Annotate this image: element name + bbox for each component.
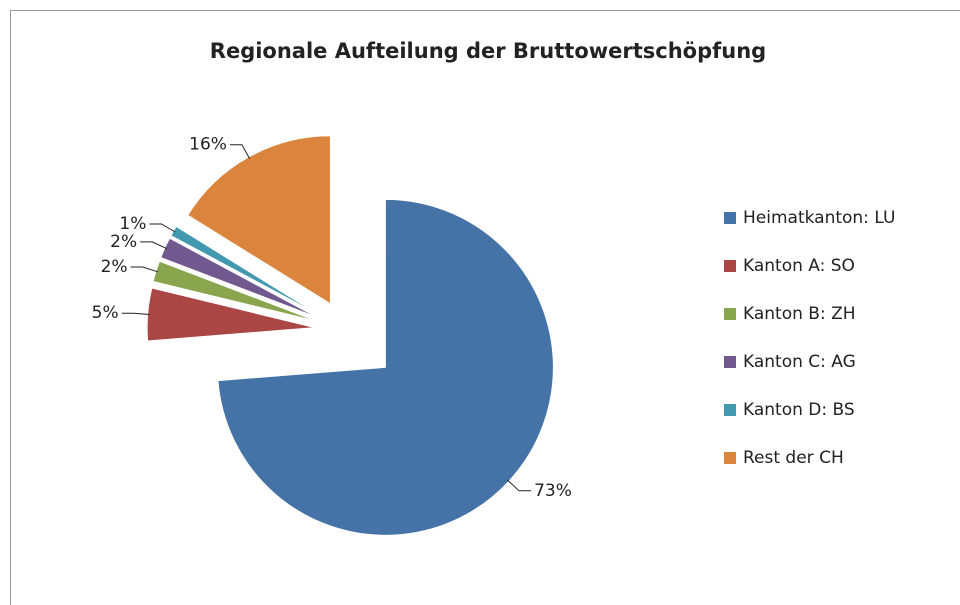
data-label: 1%: [119, 214, 146, 234]
legend-swatch: [724, 404, 736, 416]
legend-swatch: [724, 452, 736, 464]
data-label: 5%: [92, 303, 119, 323]
legend-label: Kanton C: AG: [743, 352, 856, 372]
legend-label: Kanton D: BS: [743, 400, 855, 420]
data-label: 73%: [534, 481, 572, 501]
leader-line: [121, 312, 150, 315]
legend-swatch: [724, 260, 736, 272]
legend-label: Kanton A: SO: [743, 256, 855, 276]
data-label: 16%: [189, 135, 227, 155]
data-label: 2%: [101, 257, 128, 277]
legend-swatch: [724, 356, 736, 368]
legend-swatch: [724, 212, 736, 224]
legend-label: Kanton B: ZH: [743, 304, 856, 324]
legend-swatch: [724, 308, 736, 320]
leader-line: [507, 479, 532, 492]
legend-label: Heimatkanton: LU: [743, 208, 895, 228]
leader-line: [140, 241, 167, 250]
leader-line: [149, 223, 176, 233]
chart-title: Regionale Aufteilung der Bruttowertschöp…: [210, 39, 766, 63]
leader-line: [229, 144, 251, 159]
legend-label: Rest der CH: [743, 448, 844, 468]
leader-line: [130, 266, 158, 273]
data-label: 2%: [110, 232, 137, 252]
